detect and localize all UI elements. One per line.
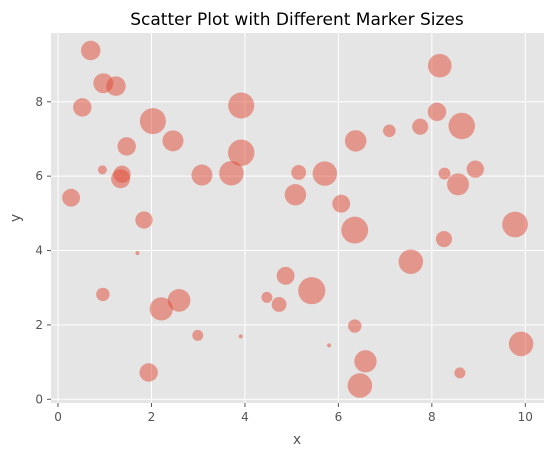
scatter-point [106,76,126,96]
scatter-point [135,251,140,256]
scatter-point [73,98,92,117]
x-axis-ticks: 0 2 4 6 8 10 [54,403,533,424]
scatter-point [191,164,213,186]
chart-title: Scatter Plot with Different Marker Sizes [130,10,464,30]
y-tick-label: 0 [35,392,43,406]
scatter-point [135,211,153,229]
plot-area [51,33,544,403]
scatter-point [117,137,136,156]
scatter-point [139,108,166,135]
scatter-point [96,287,110,302]
scatter-point [427,102,447,122]
y-tick-label: 4 [35,244,43,258]
scatter-point [348,319,362,333]
scatter-point [454,367,466,379]
scatter-point [448,112,475,140]
x-tick-label: 2 [148,410,156,424]
x-axis-label: x [293,432,301,448]
scatter-point [139,363,158,382]
scatter-points [62,40,534,398]
scatter-point [291,165,307,180]
y-axis-ticks: 0 2 4 6 8 [35,95,51,406]
scatter-point [111,169,131,189]
x-tick-label: 10 [518,410,533,424]
y-tick-label: 2 [35,318,43,332]
scatter-point [502,211,528,238]
y-tick-label: 8 [35,95,43,109]
scatter-point [447,173,469,196]
scatter-point [427,53,452,78]
scatter-point [276,266,295,285]
scatter-point [412,118,429,135]
scatter-point [238,334,243,339]
y-axis-label: y [8,214,24,222]
x-tick-label: 4 [241,410,249,424]
scatter-point [227,139,255,166]
x-tick-label: 8 [428,410,436,424]
scatter-point [162,130,184,152]
scatter-point [298,277,326,305]
scatter-point [62,188,81,207]
scatter-point [341,216,369,244]
scatter-point [382,124,396,138]
scatter-point [149,297,173,321]
scatter-point [228,92,255,119]
scatter-point [192,329,204,341]
scatter-point [438,167,451,180]
scatter-point [332,194,351,213]
scatter-point [508,331,534,357]
scatter-point [167,288,191,312]
scatter-point [271,297,287,312]
scatter-point [284,184,307,206]
scatter-point [80,40,101,61]
x-tick-label: 0 [54,410,62,424]
scatter-point [398,249,424,274]
scatter-point [354,350,377,373]
scatter-point [347,373,373,398]
scatter-point [327,343,332,348]
scatter-point [344,130,367,152]
scatter-point [219,160,244,186]
scatter-point [466,160,484,178]
x-tick-label: 6 [335,410,343,424]
scatter-point [97,165,107,175]
y-tick-label: 6 [35,169,43,183]
scatter-point [261,291,273,303]
scatter-point [435,230,453,248]
scatter-point [312,161,338,186]
